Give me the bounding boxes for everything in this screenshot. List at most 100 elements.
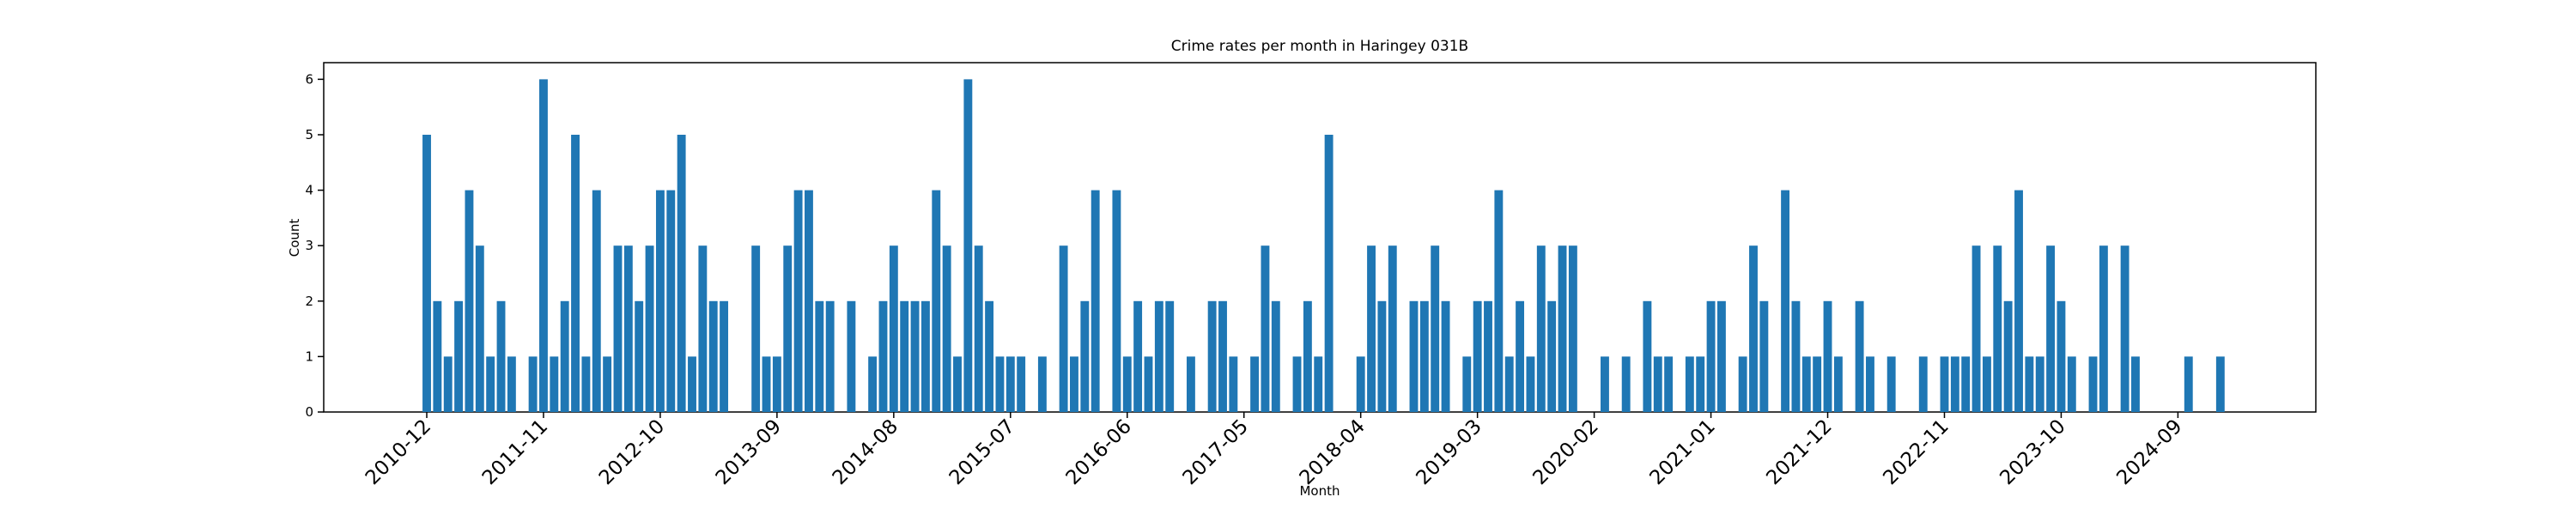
bar xyxy=(592,190,601,413)
y-tick-label: 4 xyxy=(305,183,313,198)
bar xyxy=(1738,356,1747,412)
bar xyxy=(1250,356,1260,412)
chart-title: Crime rates per month in Haringey 031B xyxy=(1171,38,1468,55)
bar xyxy=(2067,356,2076,412)
bar xyxy=(920,300,930,412)
bar xyxy=(1706,300,1716,412)
bar xyxy=(1759,300,1769,412)
bar xyxy=(793,190,803,413)
bar xyxy=(772,356,781,412)
bar xyxy=(953,356,962,412)
bar xyxy=(720,300,729,412)
bar xyxy=(1494,190,1504,413)
bar xyxy=(847,300,856,412)
bar xyxy=(1229,356,1238,412)
bar xyxy=(465,190,474,413)
bar xyxy=(1940,356,1949,412)
bar xyxy=(1186,356,1195,412)
bar xyxy=(1017,356,1026,412)
bar xyxy=(1122,356,1132,412)
bar xyxy=(528,356,538,412)
bar xyxy=(783,245,793,412)
x-tick-label: 2018-04 xyxy=(1296,415,1370,489)
bar xyxy=(963,79,973,412)
bar xyxy=(1091,190,1100,413)
y-tick-label: 2 xyxy=(305,294,313,309)
bar xyxy=(1855,300,1864,412)
bar xyxy=(1749,245,1758,412)
bar xyxy=(1367,245,1376,412)
x-tick-label: 2012-10 xyxy=(595,415,669,489)
bar xyxy=(581,356,591,412)
bar xyxy=(2014,190,2023,413)
bar xyxy=(1473,300,1482,412)
bar xyxy=(825,300,835,412)
bar xyxy=(560,300,569,412)
bar xyxy=(645,245,654,412)
bar xyxy=(2184,356,2193,412)
bar xyxy=(2057,300,2066,412)
bar xyxy=(1356,356,1365,412)
bar xyxy=(1781,190,1790,413)
bar xyxy=(1886,356,1896,412)
bar xyxy=(1005,356,1015,412)
x-axis-label: Month xyxy=(1299,483,1340,499)
bar xyxy=(603,356,612,412)
x-tick-label: 2022-11 xyxy=(1879,415,1953,489)
bar xyxy=(571,134,580,412)
bar xyxy=(507,356,516,412)
x-tick-label: 2017-05 xyxy=(1179,415,1253,489)
bar xyxy=(1419,300,1429,412)
bar xyxy=(1516,300,1525,412)
bar xyxy=(613,245,623,412)
bar xyxy=(1950,356,1959,412)
x-tick-label: 2014-08 xyxy=(829,415,902,489)
x-tick-label: 2016-06 xyxy=(1062,415,1136,489)
bar xyxy=(2088,356,2098,412)
bar xyxy=(1271,300,1280,412)
bar xyxy=(878,300,888,412)
bar xyxy=(623,245,633,412)
bar xyxy=(974,245,983,412)
bar xyxy=(751,245,761,412)
bar xyxy=(2025,356,2034,412)
bar xyxy=(666,190,676,413)
x-tick-label: 2019-03 xyxy=(1413,415,1486,489)
bar xyxy=(1813,356,1822,412)
bar xyxy=(805,190,813,413)
bar xyxy=(1961,356,1971,412)
bar xyxy=(2120,245,2129,412)
x-tick-label: 2010-12 xyxy=(361,415,435,489)
bar xyxy=(655,190,665,413)
bar xyxy=(985,300,994,412)
bar xyxy=(1791,300,1801,412)
bar xyxy=(1314,356,1323,412)
bar xyxy=(1547,300,1557,412)
x-tick-label: 2011-11 xyxy=(478,415,552,489)
bar xyxy=(1324,134,1334,412)
bar xyxy=(1431,245,1440,412)
bar xyxy=(1388,245,1397,412)
bar xyxy=(1144,356,1153,412)
bar xyxy=(1207,300,1217,412)
x-tick-label: 2021-12 xyxy=(1762,415,1836,489)
bar xyxy=(2003,300,2013,412)
bar xyxy=(1377,300,1387,412)
bar xyxy=(1643,300,1652,412)
bar xyxy=(1621,356,1631,412)
bar xyxy=(688,356,696,412)
bar xyxy=(1484,300,1492,412)
bar xyxy=(1070,356,1078,412)
bar xyxy=(1866,356,1874,412)
bar xyxy=(868,356,878,412)
bar xyxy=(1833,356,1843,412)
bar xyxy=(2035,356,2044,412)
bar xyxy=(708,300,718,412)
bar xyxy=(1601,356,1609,412)
bar xyxy=(1823,300,1832,412)
bar xyxy=(1154,300,1163,412)
bar xyxy=(900,300,909,412)
bar xyxy=(635,300,644,412)
bar xyxy=(1971,245,1981,412)
bar xyxy=(2099,245,2108,412)
